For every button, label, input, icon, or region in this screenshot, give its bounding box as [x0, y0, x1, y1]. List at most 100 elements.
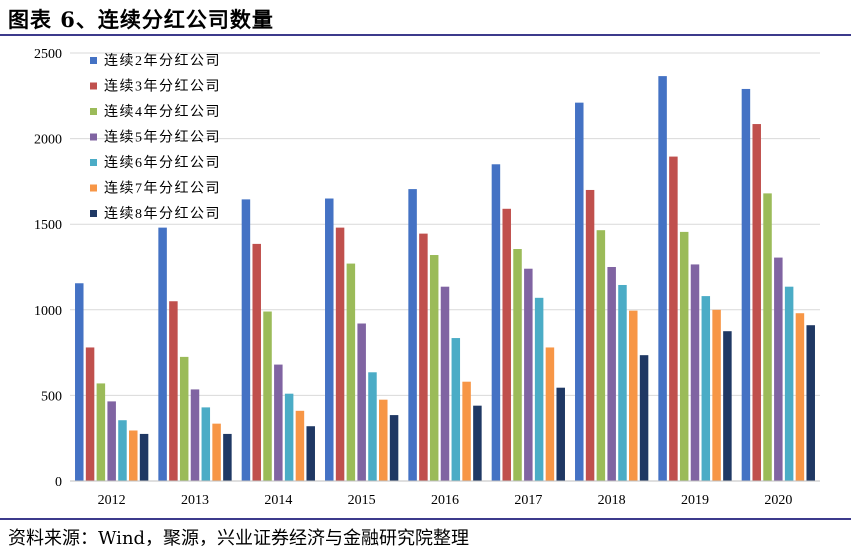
- bar: [763, 193, 772, 481]
- bar: [85, 347, 95, 481]
- legend-label: 连续8年分红公司: [104, 205, 221, 222]
- bar: [607, 267, 616, 481]
- x-axis-tick-labels: 2012 2013 2014 2015 2016 2017 2018 2019 2020: [98, 493, 793, 508]
- bar: [368, 372, 377, 481]
- legend-label: 连续2年分红公司: [104, 52, 221, 69]
- bar: [190, 389, 200, 481]
- x-tick-label: 2014: [264, 493, 292, 508]
- legend-item: 连续5年分红公司: [90, 129, 221, 146]
- y-tick-label: 0: [55, 475, 62, 490]
- bar: [212, 423, 221, 481]
- bar: [408, 189, 417, 481]
- legend-item: 连续6年分红公司: [90, 154, 221, 171]
- y-tick-label: 1000: [34, 304, 62, 319]
- x-tick-label: 2016: [431, 493, 459, 508]
- bar: [784, 286, 794, 481]
- bar: [629, 310, 638, 481]
- bar: [502, 208, 511, 482]
- bar: [295, 410, 305, 481]
- bar: [325, 198, 334, 481]
- bar: [129, 430, 138, 481]
- x-tick-label: 2013: [181, 493, 209, 508]
- bar: [462, 381, 471, 481]
- bar: [201, 407, 211, 481]
- legend-label: 连续3年分红公司: [104, 78, 221, 95]
- x-tick-label: 2012: [98, 493, 126, 508]
- legend-label: 连续6年分红公司: [104, 154, 221, 171]
- bar: [179, 356, 189, 481]
- y-tick-label: 2500: [34, 47, 62, 62]
- bar: [263, 311, 272, 481]
- bar: [723, 331, 732, 481]
- bar: [346, 263, 356, 481]
- bar: [524, 268, 533, 481]
- bar: [139, 433, 149, 481]
- legend-swatch: [90, 133, 97, 141]
- bar: [389, 415, 399, 481]
- bar: [451, 338, 461, 481]
- legend-swatch: [90, 57, 97, 64]
- bar: [379, 399, 388, 481]
- legend-swatch: [90, 108, 97, 115]
- bar: [774, 257, 783, 481]
- bar: [223, 433, 232, 481]
- bars: [70, 76, 820, 482]
- legend-item: 连续4年分红公司: [90, 103, 221, 120]
- bar: [274, 364, 283, 481]
- bar: [335, 227, 345, 481]
- bar: [357, 323, 366, 481]
- y-tick-label: 1500: [34, 218, 62, 233]
- y-axis-tick-labels: 0 500 1000 1500 2000 2500: [34, 47, 62, 490]
- bar: [669, 156, 678, 481]
- bar: [534, 297, 544, 481]
- bar: [556, 387, 565, 481]
- bar: [241, 199, 251, 481]
- legend-swatch: [90, 184, 97, 192]
- bar: [795, 313, 805, 481]
- bar-chart: 0 500 1000 1500 2000 2500 2012 2013 2014 2015 201…: [34, 47, 820, 508]
- bar: [75, 283, 84, 481]
- bar: [429, 255, 439, 481]
- bar: [284, 393, 294, 481]
- bar: [96, 383, 106, 481]
- legend-item: 连续3年分红公司: [90, 78, 221, 95]
- bar: [690, 264, 700, 481]
- x-tick-label: 2019: [681, 493, 709, 508]
- source-divider: [0, 518, 851, 520]
- legend-label: 连续4年分红公司: [104, 103, 221, 120]
- bar: [575, 102, 584, 482]
- legend-item: 连续2年分红公司: [90, 52, 221, 69]
- legend-label: 连续5年分红公司: [104, 129, 221, 146]
- bar: [712, 309, 721, 481]
- figure-title: 图表 6、连续分红公司数量: [8, 7, 274, 32]
- x-tick-label: 2017: [514, 493, 542, 508]
- bar: [158, 227, 167, 481]
- legend-swatch: [90, 82, 97, 90]
- legend-label: 连续7年分红公司: [104, 180, 221, 197]
- bar: [658, 76, 667, 482]
- legend-item: 连续7年分红公司: [90, 180, 221, 197]
- legend-item: 连续8年分红公司: [90, 205, 221, 222]
- bar: [169, 301, 178, 481]
- bar: [491, 164, 501, 481]
- y-tick-label: 500: [41, 389, 62, 404]
- x-tick-label: 2015: [348, 493, 376, 508]
- legend-swatch: [90, 159, 97, 166]
- bar: [806, 325, 815, 481]
- bar: [618, 284, 627, 481]
- bar: [473, 405, 482, 481]
- bar: [585, 189, 595, 481]
- title-divider: [0, 34, 851, 36]
- bar: [118, 420, 127, 481]
- bar: [701, 296, 711, 481]
- bar: [107, 401, 116, 481]
- legend-swatch: [90, 210, 97, 217]
- bar: [419, 233, 428, 481]
- source-note: 资料来源：Wind，聚源，兴业证券经济与金融研究院整理: [8, 528, 470, 549]
- bar: [741, 88, 751, 481]
- x-tick-label: 2020: [764, 493, 792, 508]
- bar: [545, 347, 555, 481]
- legend: 连续2年分红公司连续3年分红公司连续4年分红公司连续5年分红公司连续6年分红公司…: [90, 52, 221, 222]
- y-tick-label: 2000: [34, 133, 62, 148]
- bar: [513, 249, 522, 481]
